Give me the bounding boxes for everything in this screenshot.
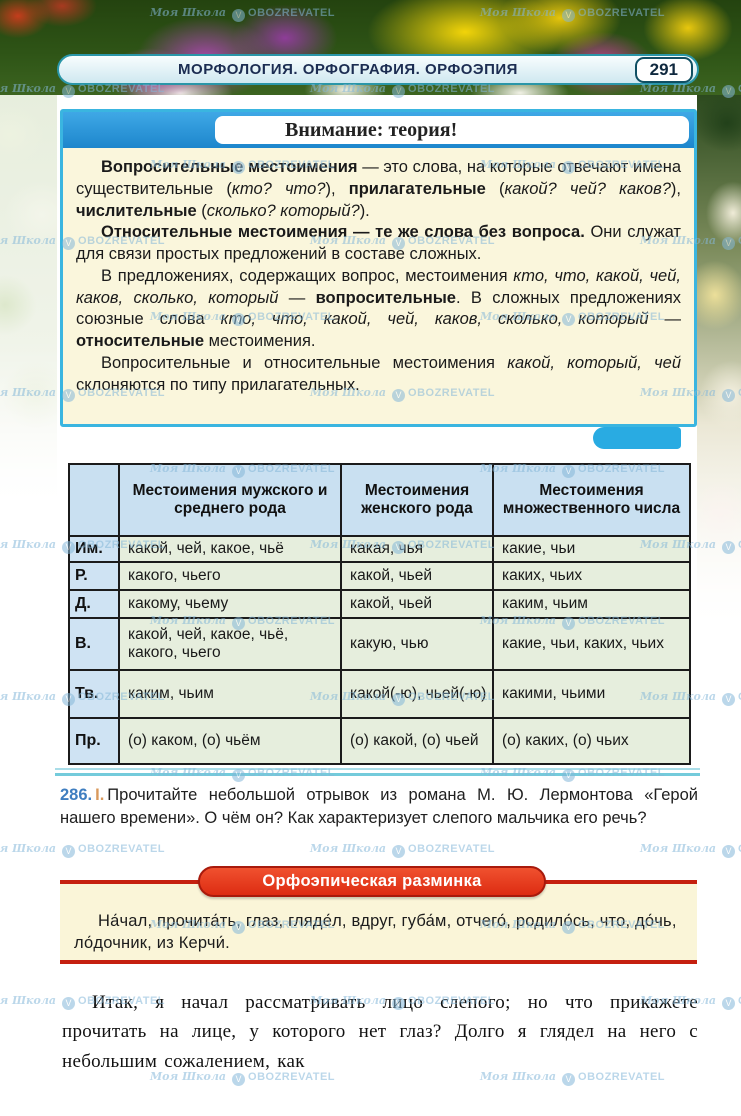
- table-row-prepositional: Пр. (о) каком, (о) чьём (о) какой, (о) ч…: [68, 717, 691, 765]
- cell-plural: каким, чьим: [492, 589, 691, 619]
- theory-title: Внимание: теория!: [215, 116, 689, 144]
- theory-paragraph-3: В предложениях, содержащих вопрос, место…: [76, 266, 682, 351]
- table-row-accusative: В. какой, чей, какое, чьё, какого, чьего…: [68, 617, 691, 671]
- exercise-286: 286. I. Прочитайте небольшой отрывок из ро…: [60, 784, 698, 830]
- cell-masculine-neuter: какому, чьему: [118, 589, 342, 619]
- table-row-instrumental: Тв. каким, чьим какой(-ю), чьей(-ю) каки…: [68, 669, 691, 719]
- table-row-nominative: Им. какой, чей, какое, чьё какая, чья ка…: [68, 535, 691, 563]
- cell-masculine-neuter: каким, чьим: [118, 669, 342, 719]
- cell-plural: (о) каких, (о) чьих: [492, 717, 691, 765]
- table-corner-cell: [68, 463, 120, 537]
- theory-paragraph-4: Вопросительные и относительные местоимен…: [76, 353, 681, 394]
- left-flower-margin: [0, 95, 57, 540]
- pronoun-declension-table: Местоимения мужского и среднего рода Мес…: [68, 463, 691, 765]
- case-label: Тв.: [68, 669, 120, 719]
- column-header-feminine: Местоимения женского рода: [340, 463, 494, 537]
- cell-feminine: какую, чью: [340, 617, 494, 671]
- cell-feminine: какой, чьей: [340, 561, 494, 591]
- chapter-header-band: МОРФОЛОГИЯ. ОРФОГРАФИЯ. ОРФОЭПИЯ 291: [57, 54, 699, 85]
- cell-feminine: какой, чьей: [340, 589, 494, 619]
- chapter-title: МОРФОЛОГИЯ. ОРФОГРАФИЯ. ОРФОЭПИЯ: [178, 61, 518, 78]
- case-label: Р.: [68, 561, 120, 591]
- case-label: Им.: [68, 535, 120, 563]
- cell-masculine-neuter: какой, чей, какое, чьё, какого, чьего: [118, 617, 342, 671]
- theory-paragraph-2: Относительные местоимения — те же слова …: [76, 223, 681, 264]
- right-flower-margin: [697, 95, 741, 695]
- cell-plural: каких, чьих: [492, 561, 691, 591]
- theory-text: Вопросительные местоимения — это слова, …: [63, 148, 694, 396]
- column-header-masculine-neuter: Местоимения мужского и среднего рода: [118, 463, 342, 537]
- cell-feminine: какая, чья: [340, 535, 494, 563]
- cell-feminine: (о) какой, (о) чьей: [340, 717, 494, 765]
- theory-box: Внимание: теория! Вопросительные местоим…: [60, 109, 697, 427]
- section-divider-line: [55, 773, 700, 776]
- cell-plural: какие, чьи, каких, чьих: [492, 617, 691, 671]
- exercise-number: 286.: [60, 786, 93, 804]
- exercise-part-numeral: I.: [95, 786, 105, 804]
- lermontov-passage: Итак, я начал рассматривать лицо слепого…: [62, 992, 698, 1072]
- case-label: Пр.: [68, 717, 120, 765]
- cell-feminine: какой(-ю), чьей(-ю): [340, 669, 494, 719]
- theory-paragraph-1: Вопросительные местоимения — это слова, …: [76, 158, 682, 220]
- table-row-genitive: Р. какого, чьего какой, чьей каких, чьих: [68, 561, 691, 591]
- table-row-dative: Д. какому, чьему какой, чьей каким, чьим: [68, 589, 691, 619]
- blue-corner-tab: [593, 427, 681, 449]
- cell-plural: какими, чьими: [492, 669, 691, 719]
- section-divider-line: [55, 768, 700, 770]
- table-header-row: Местоимения мужского и среднего рода Мес…: [68, 463, 691, 537]
- cell-masculine-neuter: какого, чьего: [118, 561, 342, 591]
- cell-masculine-neuter: какой, чей, какое, чьё: [118, 535, 342, 563]
- warmup-title-banner: Орфоэпическая разминка: [198, 866, 546, 897]
- case-label: В.: [68, 617, 120, 671]
- case-label: Д.: [68, 589, 120, 619]
- page-number: 291: [634, 56, 693, 83]
- cell-masculine-neuter: (о) каком, (о) чьём: [118, 717, 342, 765]
- theory-header-bar: Внимание: теория!: [63, 112, 694, 148]
- column-header-plural: Местоимения множественного числа: [492, 463, 691, 537]
- cell-plural: какие, чьи: [492, 535, 691, 563]
- exercise-text: Прочитайте небольшой отрывок из романа М…: [60, 786, 698, 827]
